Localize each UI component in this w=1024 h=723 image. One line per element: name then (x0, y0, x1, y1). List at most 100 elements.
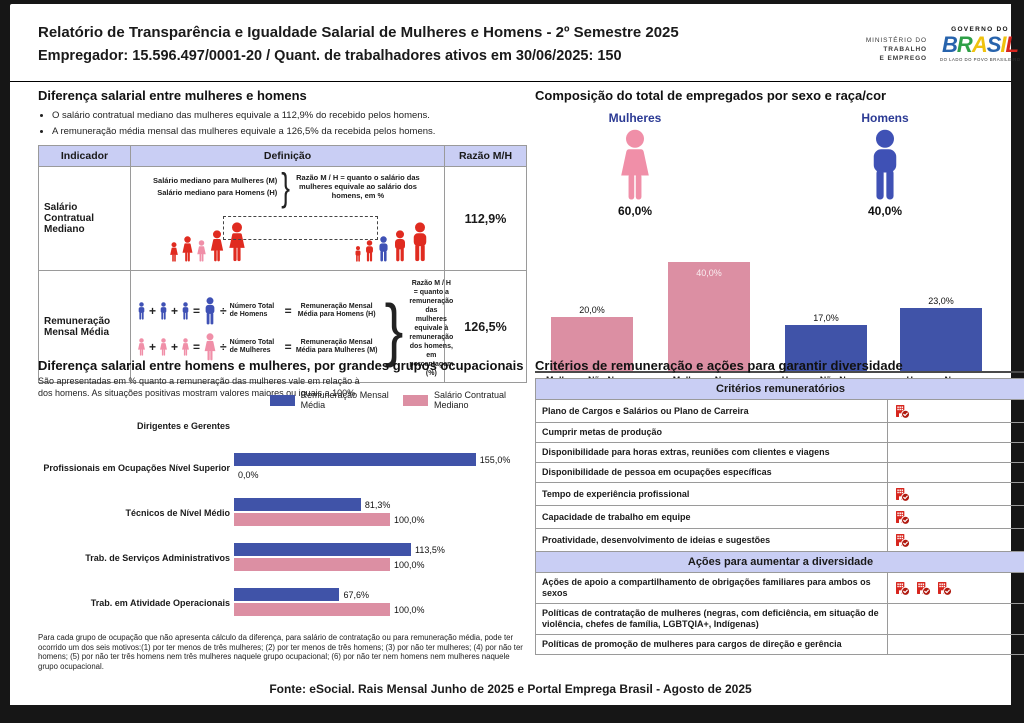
table-row: Políticas de promoção de mulheres para c… (535, 634, 1024, 655)
criteria-marks (886, 505, 1024, 529)
brace-glyph: } (384, 288, 404, 368)
criteria-marks (886, 482, 1024, 506)
table-row: Ações de apoio a compartilhamento de obr… (535, 572, 1024, 604)
bar-contratual (234, 558, 390, 571)
salary-bullet: A remuneração média mensal das mulheres … (52, 126, 526, 137)
woman-icon (181, 338, 190, 356)
bar (785, 324, 867, 371)
bar-contratual (234, 513, 390, 526)
man-icon (159, 302, 168, 320)
woman-icon (159, 338, 168, 356)
ministry-logo: MINISTÉRIO DO TRABALHO E EMPREGO (832, 36, 927, 63)
criteria-marks (886, 572, 1024, 604)
indicator-label: Remuneração Mensal Média (38, 270, 131, 383)
def-line-men: Salário mediano para Homens (H) (157, 188, 278, 197)
bar-mulheres-negras: 40,0% (668, 262, 750, 371)
criteria-marks (886, 462, 1024, 483)
man-icon (410, 222, 430, 262)
chart-group: Trab. em Atividade Operacionais 67,6% 10… (38, 588, 526, 618)
bar-value-label: 113,5% (415, 544, 445, 555)
governo-brasil-logo: GOVERNO DO BRASIL DO LADO DO POVO BRASIL… (940, 26, 1020, 62)
table-row: Políticas de contratação de mulheres (ne… (535, 603, 1024, 635)
criteria-marks (886, 422, 1024, 443)
ministry-line1: MINISTÉRIO DO (865, 37, 927, 44)
building-check-icon (894, 403, 910, 419)
ratio-value: 126,5% (444, 270, 527, 383)
women-composition-group: Mulheres 60,0% (565, 111, 705, 218)
ratio-value: 112,9% (444, 166, 527, 271)
table-header-row: Indicador Definição Razão M/H (38, 145, 527, 167)
governo-tagline: DO LADO DO POVO BRASILEIRO (940, 57, 1021, 62)
criteria-table: Critérios remuneratórios Plano de Cargos… (534, 378, 1024, 655)
building-check-icon (915, 580, 931, 596)
bar-mulheres-nao-negras: 20,0% (551, 305, 633, 371)
bar-value-label: 155,0% (479, 454, 511, 465)
criteria-marks (886, 399, 1024, 423)
building-check-icon (894, 532, 910, 548)
bar (900, 308, 982, 371)
man-icon-median (377, 236, 390, 262)
bar-value-label: 20,0% (579, 304, 605, 315)
table-row: Cumprir metas de produção (535, 422, 1024, 443)
criteria-label: Cumprir metas de produção (535, 422, 888, 443)
man-icon-large (203, 297, 217, 325)
occupational-bar-chart: Dirigentes e Gerentes Profissionais em O… (38, 421, 526, 618)
salary-difference-title: Diferença salarial entre mulheres e home… (38, 88, 307, 103)
woman-icon (137, 338, 146, 356)
table-row: Plano de Cargos e Salários ou Plano de C… (535, 399, 1024, 423)
man-icon (364, 240, 375, 262)
occupational-subtitle: São apresentadas em % quanto a remuneraç… (38, 376, 360, 398)
composition-people: Mulheres 60,0% Homens 40,0% (535, 103, 1024, 231)
definition-cell: Salário mediano para Mulheres (M) Salári… (130, 166, 445, 271)
header-divider (10, 81, 1011, 82)
criteria-label: Disponibilidade de pessoa em ocupações e… (535, 462, 888, 483)
criteria-marks (886, 528, 1024, 552)
women-label: Mulheres (608, 111, 662, 125)
composition-bar-chart: 20,0% 40,0% 17,0% 23,0% (535, 231, 1024, 373)
group-label: Técnicos de Nível Médio (125, 508, 230, 518)
criteria-section: Critérios de remuneração e ações para ga… (534, 358, 1024, 655)
bar-value-label: 67,6% (343, 589, 369, 600)
bar-value-label: 17,0% (813, 312, 839, 323)
table-row: Disponibilidade de pessoa em ocupações e… (535, 462, 1024, 483)
woman-icon-large (617, 129, 653, 201)
woman-icon (169, 242, 179, 262)
criteria-label: Plano de Cargos e Salários ou Plano de C… (535, 399, 888, 423)
criteria-section-header: Ações para aumentar a diversidade (534, 551, 1024, 573)
col-header-razao: Razão M/H (444, 145, 527, 167)
building-check-icon (936, 580, 952, 596)
man-icon (181, 302, 190, 320)
women-average-formula: + + = ÷ Número Total de Mulheres = Remun… (137, 333, 379, 361)
salary-bullets: O salário contratual mediano das mulhere… (52, 110, 526, 137)
building-check-icon (894, 580, 910, 596)
chart-group: Profissionais em Ocupações Nível Superio… (38, 453, 526, 483)
bar-mensal (234, 588, 340, 601)
bar-value-label: 81,3% (364, 499, 391, 510)
brasil-wordmark: BRASIL (942, 32, 1019, 57)
table-row: Capacidade de trabalho em equipe (535, 505, 1024, 529)
criteria-label: Capacidade de trabalho em equipe (535, 505, 888, 529)
legend-swatch-blue (270, 394, 295, 406)
table-row: Proatividade, desenvolvimento de ideias … (535, 528, 1024, 552)
women-percentage: 60,0% (617, 204, 653, 218)
legend-label: Salário Contratual Mediano (433, 390, 507, 410)
bar-mensal (234, 453, 476, 466)
woman-icon (181, 236, 194, 262)
criteria-label: Tempo de experiência profissional (535, 482, 888, 506)
man-icon (392, 230, 408, 262)
men-result-label: Remuneração Mensal Média para Homens (H) (297, 302, 376, 318)
ministry-line2: TRABALHO (883, 46, 927, 53)
men-average-formula: + + = ÷ Número Total de Homens = Remuner… (137, 297, 379, 325)
source-footer: Fonte: eSocial. Rais Mensal Junho de 202… (269, 682, 752, 696)
report-page: Relatório de Transparência e Igualdade S… (10, 4, 1024, 705)
man-icon-large (867, 129, 903, 201)
bar: 40,0% (668, 262, 750, 371)
criteria-title: Critérios de remuneração e ações para ga… (535, 358, 903, 373)
woman-icon-large (203, 333, 217, 361)
occupational-title: Diferença salarial entre homens e mulher… (38, 358, 524, 373)
chart-group: Trab. de Serviços Administrativos 113,5%… (38, 543, 526, 573)
col-header-definicao: Definição (130, 145, 445, 167)
women-result-label: Remuneração Mensal Média para Mulheres (… (295, 338, 378, 354)
bar-mensal (234, 498, 361, 511)
man-icon (354, 246, 362, 262)
